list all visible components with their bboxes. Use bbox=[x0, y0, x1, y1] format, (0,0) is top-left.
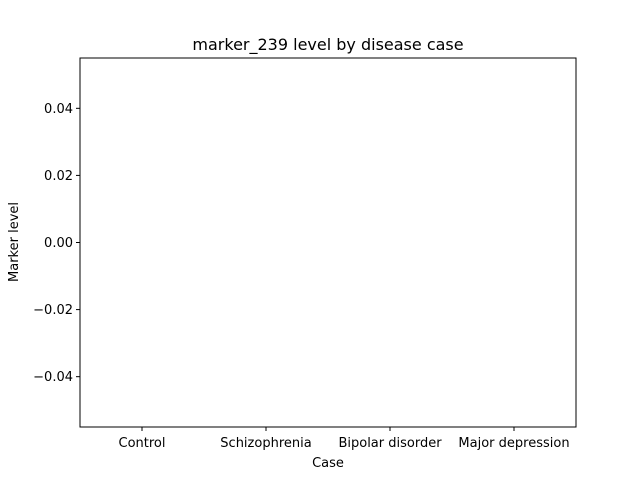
axes-frame bbox=[79, 57, 577, 428]
plot-area: −0.04 −0.02 0.00 0.02 0.04 Control Schizophre… bbox=[33, 57, 577, 451]
y-tick-label: −0.02 bbox=[33, 303, 73, 318]
x-tick-label: Bipolar disorder bbox=[338, 436, 442, 451]
y-axis: −0.04 −0.02 0.00 0.02 0.04 bbox=[33, 102, 80, 385]
y-tick-label: 0.02 bbox=[44, 169, 73, 184]
y-tick-label: 0.04 bbox=[44, 102, 73, 117]
y-tick-label: −0.04 bbox=[33, 370, 73, 385]
chart-title: marker_239 level by disease case bbox=[192, 35, 463, 55]
y-axis-label: Marker level bbox=[7, 202, 22, 282]
x-tick-label: Schizophrenia bbox=[220, 436, 311, 451]
x-axis: Control Schizophrenia Bipolar disorder Majo… bbox=[119, 427, 570, 451]
y-tick-label: 0.00 bbox=[44, 236, 73, 251]
x-tick-label: Control bbox=[119, 436, 166, 451]
x-tick-label: Major depression bbox=[458, 436, 569, 451]
x-axis-label: Case bbox=[312, 456, 344, 471]
